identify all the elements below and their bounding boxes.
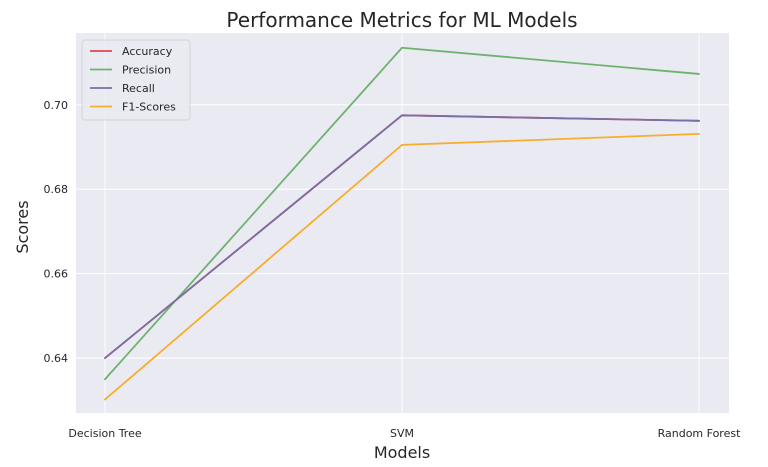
- series-line-f1-scores: [104, 133, 700, 401]
- x-tick-label: Random Forest: [658, 427, 741, 440]
- series-line-recall: [104, 114, 700, 360]
- x-axis-label: Models: [374, 443, 430, 462]
- legend-label-accuracy: Accuracy: [122, 45, 173, 58]
- y-tick-label: 0.64: [44, 352, 69, 365]
- legend-label-precision: Precision: [122, 64, 171, 77]
- legend-box: [81, 39, 191, 121]
- series-lines: [104, 46, 700, 401]
- chart-title: Performance Metrics for ML Models: [226, 8, 577, 32]
- x-tick-label: Decision Tree: [68, 427, 141, 440]
- y-tick-label: 0.66: [44, 268, 69, 281]
- y-axis-label: Scores: [13, 200, 32, 253]
- y-tick-label: 0.70: [44, 99, 69, 112]
- tick-labels: Decision Tree SVM Random Forest 0.64 0.66 0.6…: [44, 99, 742, 440]
- series-line-precision: [104, 46, 700, 381]
- legend-label-recall: Recall: [122, 82, 155, 95]
- legend-label-f1-scores: F1-Scores: [122, 101, 176, 114]
- legend: Accuracy Precision Recall F1-Scores: [81, 39, 191, 121]
- y-tick-label: 0.68: [44, 183, 69, 196]
- x-tick-label: SVM: [390, 427, 414, 440]
